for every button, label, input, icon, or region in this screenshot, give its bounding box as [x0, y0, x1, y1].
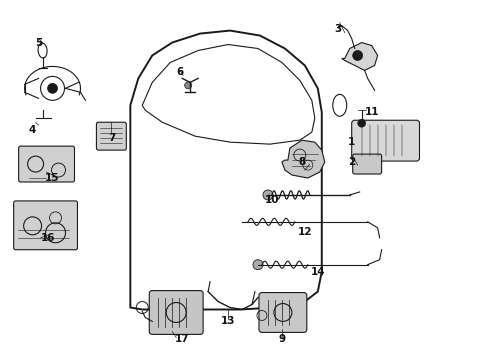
Text: 3: 3 — [334, 24, 342, 33]
Polygon shape — [282, 140, 325, 178]
FancyBboxPatch shape — [14, 201, 77, 250]
Text: 8: 8 — [298, 157, 305, 167]
Text: 16: 16 — [41, 233, 56, 243]
Text: 4: 4 — [29, 125, 36, 135]
FancyBboxPatch shape — [149, 291, 203, 334]
Circle shape — [185, 82, 192, 89]
Text: 5: 5 — [35, 37, 42, 48]
Text: 17: 17 — [175, 334, 190, 345]
Text: 10: 10 — [265, 195, 279, 205]
Circle shape — [253, 260, 263, 270]
Text: 15: 15 — [45, 173, 60, 183]
Text: 12: 12 — [297, 227, 312, 237]
Text: 13: 13 — [221, 316, 235, 327]
Text: 9: 9 — [278, 334, 286, 345]
Text: 6: 6 — [176, 67, 184, 77]
FancyBboxPatch shape — [97, 122, 126, 150]
Circle shape — [263, 190, 273, 200]
Text: 1: 1 — [348, 137, 355, 147]
Text: 11: 11 — [365, 107, 379, 117]
Polygon shape — [342, 42, 378, 71]
FancyBboxPatch shape — [259, 293, 307, 332]
FancyBboxPatch shape — [352, 120, 419, 161]
Circle shape — [48, 84, 57, 93]
Text: 2: 2 — [348, 157, 355, 167]
Text: 14: 14 — [311, 267, 325, 276]
FancyBboxPatch shape — [353, 154, 382, 174]
Circle shape — [353, 50, 363, 60]
FancyBboxPatch shape — [19, 146, 74, 182]
Circle shape — [358, 119, 366, 127]
Text: 7: 7 — [109, 133, 116, 143]
